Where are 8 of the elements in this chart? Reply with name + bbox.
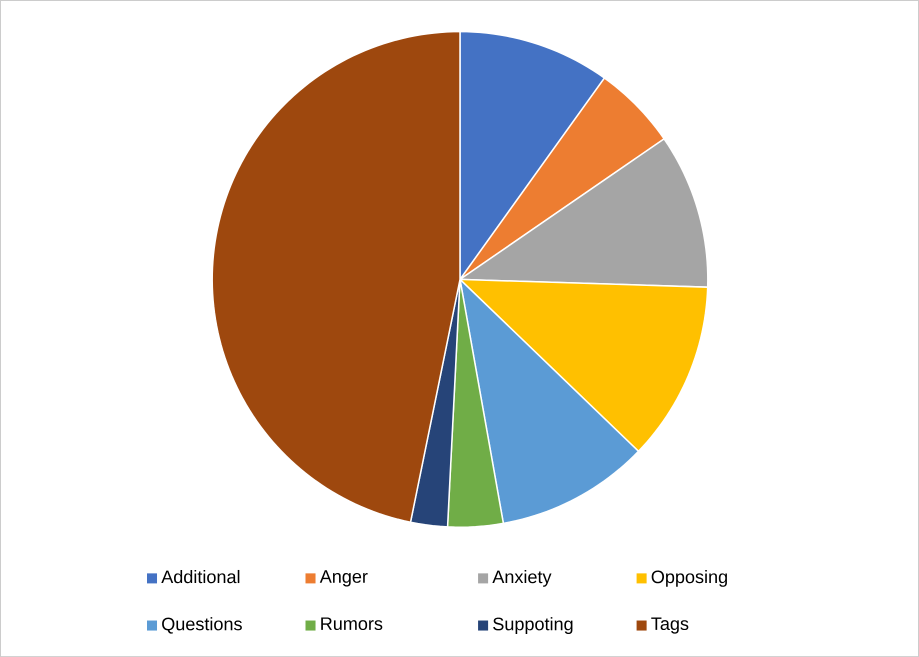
legend-label: Suppoting: [493, 617, 572, 634]
legend-label: Opposing: [652, 570, 727, 587]
legend-label: Additional: [161, 570, 240, 584]
legend-label: Tags: [651, 617, 688, 634]
legend-label: Anxiety: [492, 570, 552, 587]
legend-label: Questions: [162, 617, 242, 634]
legend-label: Rumors: [321, 617, 382, 630]
legend-label: Anger: [320, 570, 368, 586]
